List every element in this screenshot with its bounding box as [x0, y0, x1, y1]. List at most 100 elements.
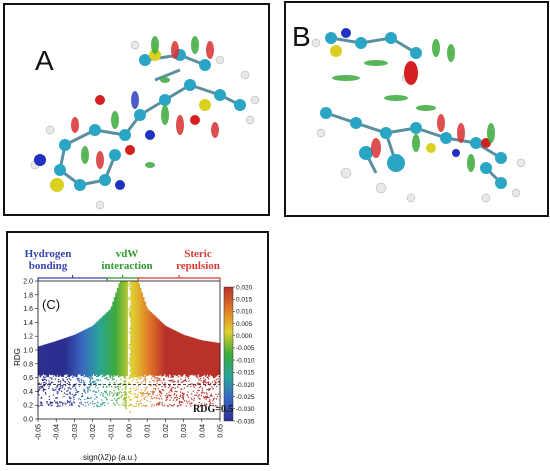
scatter-density-band: [113, 297, 116, 376]
scatter-point: [44, 388, 46, 391]
scatter-point: [46, 375, 48, 377]
scatter-point: [204, 396, 207, 398]
scatter-point: [69, 393, 72, 395]
scatter-point: [90, 396, 92, 399]
scatter-spike-point: [128, 309, 130, 311]
scatter-point: [203, 396, 206, 399]
scatter-point: [86, 397, 89, 400]
scatter-point: [181, 394, 184, 397]
scatter-point: [43, 376, 45, 379]
scatter-point: [108, 378, 110, 381]
scatter-point: [145, 392, 148, 395]
scatter-density-band: [53, 341, 56, 376]
scatter-point: [215, 393, 217, 396]
scatter-point: [157, 402, 159, 404]
scatter-point: [214, 404, 217, 407]
scatter-point: [137, 403, 140, 405]
scatter-point: [51, 402, 54, 404]
scatter-point: [218, 393, 220, 395]
scatter-spike-point: [124, 354, 127, 357]
scatter-point: [67, 393, 69, 395]
scatter-density-band: [41, 345, 43, 376]
scatter-point: [134, 393, 137, 395]
scatter-point: [80, 403, 83, 405]
scatter-point: [151, 375, 154, 377]
scatter-point: [75, 393, 77, 396]
scatter-point: [143, 397, 145, 400]
scatter-spike-point: [128, 314, 131, 317]
x-tick-label: 0.02: [163, 424, 170, 438]
scatter-point: [92, 403, 94, 405]
scatter-point: [204, 403, 206, 405]
scatter-point: [120, 396, 123, 398]
colorbar-tick-label: 0.000: [236, 333, 253, 340]
scatter-point: [83, 388, 85, 390]
scatter-point: [186, 385, 189, 387]
scatter-density-band: [139, 287, 142, 377]
scatter-density-band: [38, 346, 40, 376]
scatter-point: [172, 376, 175, 378]
scatter-point: [106, 376, 108, 379]
scatter-point: [88, 376, 90, 379]
scatter-spike-point: [125, 281, 128, 284]
scatter-density-band: [166, 326, 169, 376]
scatter-point: [69, 404, 71, 406]
scatter-point: [74, 394, 76, 396]
scatter-point: [204, 385, 207, 387]
scatter-point: [95, 382, 97, 384]
scatter-point: [86, 376, 89, 378]
scatter-point: [68, 382, 71, 384]
y-axis-label: RDG: [13, 348, 22, 366]
scatter-point: [95, 375, 98, 378]
scatter-spike-point: [123, 338, 126, 341]
scatter-point: [121, 388, 123, 391]
scatter-point: [68, 377, 70, 380]
y-tick-label: 1.2: [23, 334, 33, 341]
scatter-spike-point: [130, 332, 132, 335]
scatter-point: [152, 393, 154, 396]
scatter-point: [202, 396, 205, 398]
region-bracket: [37, 277, 108, 281]
scatter-point: [203, 380, 205, 382]
y-tick-label: 1.4: [23, 320, 33, 327]
scatter-point: [40, 396, 43, 399]
scatter-point: [45, 393, 47, 395]
scatter-point: [153, 404, 155, 406]
scatter-point: [144, 405, 146, 407]
scatter-density-band: [100, 317, 103, 375]
scatter-spike-point: [124, 393, 127, 396]
scatter-point: [135, 387, 137, 389]
scatter-spike-point: [129, 339, 132, 342]
scatter-point: [170, 388, 172, 390]
scatter-point: [71, 376, 74, 378]
scatter-point: [133, 393, 136, 395]
scatter-point: [133, 397, 135, 399]
scatter-point: [118, 397, 121, 399]
scatter-point: [161, 388, 163, 391]
scatter-point: [109, 381, 111, 384]
scatter-point: [196, 383, 199, 385]
scatter-point: [115, 380, 118, 382]
scatter-spike-point: [129, 369, 132, 372]
scatter-point: [148, 393, 151, 395]
scatter-point: [185, 380, 188, 383]
scatter-point: [75, 392, 77, 394]
scatter-point: [172, 387, 174, 389]
scatter-point: [113, 389, 115, 392]
scatter-point: [132, 384, 135, 387]
scatter-point: [202, 381, 204, 384]
scatter-point: [94, 380, 96, 383]
scatter-spike-point: [123, 352, 126, 355]
scatter-spike-point: [129, 392, 132, 395]
scatter-point: [150, 384, 152, 387]
scatter-point: [67, 387, 69, 389]
scatter-point: [143, 404, 145, 407]
scatter-point: [48, 380, 50, 382]
scatter-point: [102, 395, 105, 397]
scatter-point: [208, 388, 210, 390]
scatter-point: [143, 380, 145, 382]
scatter-point: [209, 403, 211, 405]
scatter-point: [165, 399, 167, 402]
scatter-point: [162, 379, 165, 381]
scatter-point: [40, 404, 42, 406]
